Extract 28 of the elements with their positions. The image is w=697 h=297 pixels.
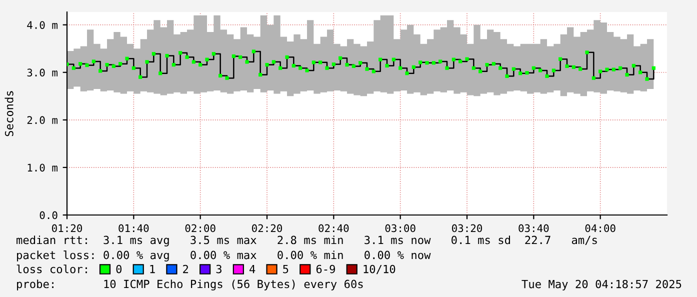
text: median rtt: 3.1 ms avg 3.5 ms max 2.8 ms min 3.1 ms now 0.1 ms sd 22.7 am/s [16, 236, 597, 246]
x-tick-label: 03:00 [385, 224, 416, 232]
y-tick-label: 0.0 [40, 211, 58, 220]
legend-label: 6-9 [316, 264, 336, 274]
x-tick-label: 03:20 [452, 224, 482, 232]
y-tick-label: 3.0 m [27, 68, 58, 77]
text: probe: 10 ICMP Echo Pings (56 Bytes) every 60s [17, 280, 363, 290]
legend-label: 10/10 [364, 264, 396, 274]
x-tick-label: 01:40 [118, 224, 149, 232]
y-axis-title: Seconds [4, 91, 14, 136]
x-tick-label: 02:00 [185, 224, 216, 232]
x-tick-label: 02:20 [252, 224, 282, 232]
legend-label: 4 [250, 264, 256, 274]
legend-label: 0 [116, 264, 122, 274]
x-tick-label: 02:40 [318, 224, 349, 232]
legend-label: 5 [283, 264, 288, 274]
y-tick-label: 2.0 m [27, 116, 58, 124]
legend-label: 1 [150, 264, 155, 274]
x-tick-label: 03:40 [518, 224, 549, 232]
y-tick-label: 1.0 m [28, 164, 58, 172]
legend-label: 2 [183, 264, 188, 274]
x-tick-label: 01:20 [52, 224, 82, 232]
x-tick-label: 04:00 [585, 224, 616, 232]
legend-title: loss color: [16, 264, 87, 274]
y-tick-label: 4.0 m [27, 21, 58, 29]
text: packet loss: 0.00 % avg 0.00 % max 0.00 % min 0.00 % now [17, 250, 431, 262]
legend-label: 3 [216, 264, 222, 274]
text: Tue May 20 04:18:57 2025 [522, 280, 682, 290]
